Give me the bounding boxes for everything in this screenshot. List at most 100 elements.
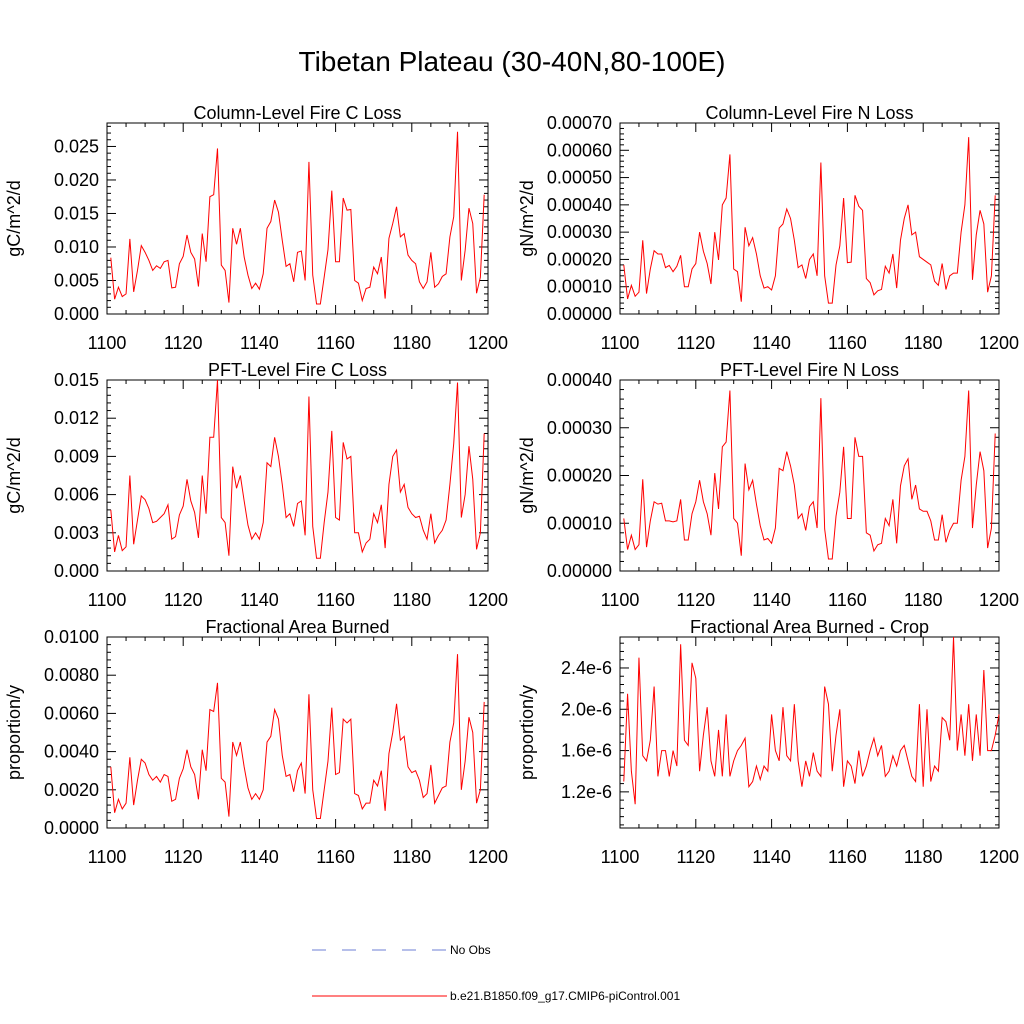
y-tick-label: 0.00020 [547, 249, 612, 269]
x-tick-label: 1180 [392, 847, 431, 867]
x-tick-label: 1120 [164, 590, 203, 610]
x-tick-label: 1120 [676, 590, 715, 610]
x-tick-label: 1200 [979, 590, 1019, 610]
x-tick-label: 1140 [240, 590, 279, 610]
y-axis-label: proportion/y [517, 685, 537, 780]
y-tick-label: 0.0020 [44, 780, 99, 800]
y-tick-label: 2.4e-6 [561, 658, 612, 678]
x-tick-label: 1200 [468, 590, 508, 610]
y-axis-label: gN/m^2/d [517, 437, 537, 513]
y-axis-label: gN/m^2/d [517, 180, 537, 256]
x-tick-label: 1160 [316, 333, 355, 353]
y-tick-label: 0.00040 [547, 370, 612, 390]
y-tick-label: 0.009 [54, 446, 99, 466]
x-tick-label: 1180 [904, 590, 943, 610]
chart-panel-4: PFT-Level Fire N Loss gN/m^2/d 1100 1120 114… [517, 360, 1019, 610]
legend: No Obs b.e21.B1850.f09_g17.CMIP6-piContr… [312, 943, 680, 1003]
x-tick-label: 1100 [601, 333, 640, 353]
chart-panel-1: Column-Level Fire C Loss gC/m^2/d 1100 1120… [4, 103, 508, 353]
y-tick-label: 0.00010 [547, 277, 612, 297]
x-tick-label: 1140 [752, 847, 791, 867]
y-tick-label: 0.0040 [44, 742, 99, 762]
plot-frame [106, 379, 489, 572]
x-tick-label: 1200 [468, 847, 508, 867]
panel-title: PFT-Level Fire C Loss [208, 360, 387, 380]
x-tick-label: 1120 [676, 847, 715, 867]
y-tick-label: 0.00000 [547, 561, 612, 581]
y-tick-label: 0.0060 [44, 703, 99, 723]
x-tick-label: 1160 [828, 847, 867, 867]
series-line [623, 636, 1000, 805]
y-tick-label: 0.0100 [44, 627, 99, 647]
y-tick-label: 1.2e-6 [561, 782, 612, 802]
y-tick-label: 0.012 [54, 408, 99, 428]
panel-title: Fractional Area Burned [205, 617, 389, 637]
plot-frame [619, 122, 1000, 315]
y-tick-label: 0.00060 [547, 140, 612, 160]
x-tick-label: 1100 [88, 847, 127, 867]
series-line [110, 379, 485, 559]
legend-label-no-obs: No Obs [450, 943, 491, 957]
x-tick-label: 1200 [468, 333, 508, 353]
y-tick-label: 0.000 [54, 304, 99, 324]
series-line [110, 131, 485, 305]
x-tick-label: 1180 [392, 590, 431, 610]
y-tick-label: 0.0000 [44, 818, 99, 838]
x-tick-label: 1140 [752, 590, 791, 610]
y-tick-label: 0.00020 [547, 466, 612, 486]
x-tick-label: 1140 [240, 333, 279, 353]
y-axis-label: gC/m^2/d [4, 180, 24, 256]
panel-title: Fractional Area Burned - Crop [690, 617, 929, 637]
y-tick-label: 0.010 [54, 237, 99, 257]
x-tick-label: 1200 [979, 847, 1019, 867]
chart-panel-5: Fractional Area Burned proportion/y 1100 11… [4, 617, 508, 867]
y-axis-label: proportion/y [4, 685, 24, 780]
x-tick-label: 1160 [316, 847, 355, 867]
y-tick-label: 0.003 [54, 523, 99, 543]
x-tick-label: 1200 [979, 333, 1019, 353]
chart-panel-2: Column-Level Fire N Loss gN/m^2/d 1100 1120… [517, 103, 1019, 353]
plot-frame [619, 636, 1000, 829]
y-tick-label: 0.00070 [547, 113, 612, 133]
plot-frame [619, 379, 1000, 572]
x-tick-label: 1100 [88, 333, 127, 353]
y-tick-label: 0.00050 [547, 168, 612, 188]
panel-title: PFT-Level Fire N Loss [720, 360, 899, 380]
x-tick-label: 1100 [88, 590, 127, 610]
x-tick-label: 1140 [752, 333, 791, 353]
y-tick-label: 0.00000 [547, 304, 612, 324]
x-tick-label: 1140 [240, 847, 279, 867]
series-line [110, 654, 485, 819]
x-tick-label: 1120 [164, 333, 203, 353]
y-tick-label: 0.025 [54, 136, 99, 156]
x-tick-label: 1160 [828, 590, 867, 610]
x-tick-label: 1160 [316, 590, 355, 610]
y-tick-label: 0.00010 [547, 513, 612, 533]
y-axis-label: gC/m^2/d [4, 437, 24, 513]
legend-label-model: b.e21.B1850.f09_g17.CMIP6-piControl.001 [450, 989, 680, 1003]
x-tick-label: 1120 [164, 847, 203, 867]
x-tick-label: 1100 [601, 590, 640, 610]
series-line [623, 390, 996, 560]
series-line [623, 137, 996, 304]
y-tick-label: 0.0080 [44, 665, 99, 685]
y-tick-label: 0.00030 [547, 418, 612, 438]
y-tick-label: 0.015 [54, 203, 99, 223]
y-tick-label: 2.0e-6 [561, 699, 612, 719]
plot-frame [106, 636, 489, 829]
plot-frame [106, 122, 489, 315]
y-tick-label: 0.00030 [547, 222, 612, 242]
x-tick-label: 1120 [676, 333, 715, 353]
y-tick-label: 0.005 [54, 270, 99, 290]
y-tick-label: 0.015 [54, 370, 99, 390]
y-tick-label: 0.000 [54, 561, 99, 581]
x-tick-label: 1160 [828, 333, 867, 353]
page-title: Tibetan Plateau (30-40N,80-100E) [298, 46, 726, 77]
chart-panel-6: Fractional Area Burned - Crop proportion/… [517, 617, 1019, 867]
panel-title: Column-Level Fire C Loss [193, 103, 401, 123]
panel-title: Column-Level Fire N Loss [705, 103, 913, 123]
chart-panel-3: PFT-Level Fire C Loss gC/m^2/d 1100 1120 114… [4, 360, 508, 610]
x-tick-label: 1180 [904, 333, 943, 353]
y-tick-label: 0.006 [54, 485, 99, 505]
